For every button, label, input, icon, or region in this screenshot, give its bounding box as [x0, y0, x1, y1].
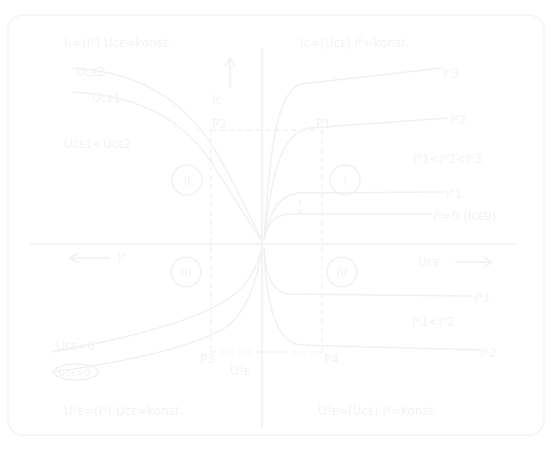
uce-gt-ellipse — [53, 363, 99, 381]
curve-ib1-low — [263, 247, 473, 297]
curve-ib3 — [263, 67, 443, 241]
axis-label-ic: Iᴄ — [212, 93, 222, 107]
curve-uce-zero — [51, 247, 263, 353]
quadrant-iv-number: IV — [336, 266, 349, 280]
label-ib-relation-low: Iᴮ1<Iᴮ2 — [412, 315, 455, 329]
axis-label-ib: Iᴮ — [118, 251, 127, 265]
title-bottom-left: Uᴮᴇ=(Iᴮ) Uᴄᴇ=konst. — [64, 404, 183, 418]
axis-label-uce: Uᴄᴇ — [418, 255, 439, 269]
quadrant-iii-number: III — [181, 266, 192, 280]
ic-arrow-head — [224, 56, 236, 67]
curve-uce1 — [71, 91, 263, 243]
quadrant-ii-circle — [171, 164, 203, 196]
title-bottom-right: Uᴮᴇ=(Uᴄᴇ) Iᴮ=konst. — [318, 404, 437, 418]
quadrant-iv-circle — [326, 256, 358, 288]
quadrant-iii-circle — [170, 256, 202, 288]
curve-uce-gt — [51, 249, 263, 373]
curve-ib2 — [263, 117, 449, 241]
point-p3: P3 — [200, 352, 215, 366]
point-p2: P2 — [212, 117, 227, 131]
curve-uce2 — [71, 67, 263, 241]
point-p1: P1 — [316, 117, 331, 131]
label-ib-relation: Iᴮ1<Iᴮ2<Iᴮ3 — [413, 152, 482, 166]
point-p4: P4 — [324, 352, 339, 366]
quadrant-ii-number: II — [183, 174, 190, 188]
label-uce-zero: Uᴄᴇ=0 — [56, 339, 95, 353]
title-top-right: Iᴄ=(Uᴄᴇ) Iᴮ=konst. — [300, 36, 410, 50]
title-top-left: Iₛ=(Iᴮ) Uᴄᴇ=konst. — [64, 36, 172, 50]
uce-arrow-head — [483, 256, 494, 268]
label-uce-relation: Uᴄᴇ1<Uᴄᴇ2 — [64, 137, 132, 151]
quadrant-i-number: I — [343, 174, 347, 188]
label-ib2-low: Iᴮ2 — [480, 346, 496, 360]
label-ib2: Iᴮ2 — [450, 113, 466, 127]
label-uce-gt: Uᴄᴇ>0 — [58, 368, 90, 379]
label-ib1-low: Iᴮ1 — [474, 291, 490, 305]
label-ib1: Iᴮ1 — [446, 187, 462, 201]
curve-ib0 — [263, 213, 432, 241]
label-uce1: Uᴄᴇ1 — [92, 91, 121, 105]
label-ib0: Iᴮ=0 (Iᴄᴇ0) — [433, 209, 496, 223]
label-ib3: Iᴮ3 — [443, 67, 459, 81]
quadrant-i-circle — [329, 164, 361, 196]
label-uce2: Uᴄᴇ2 — [76, 65, 105, 79]
axis-label-ube: Uᴮᴇ — [230, 364, 250, 378]
curve-ib2-low — [263, 247, 481, 351]
ib-arrow-head — [68, 252, 79, 264]
curve-ib1 — [263, 191, 446, 241]
